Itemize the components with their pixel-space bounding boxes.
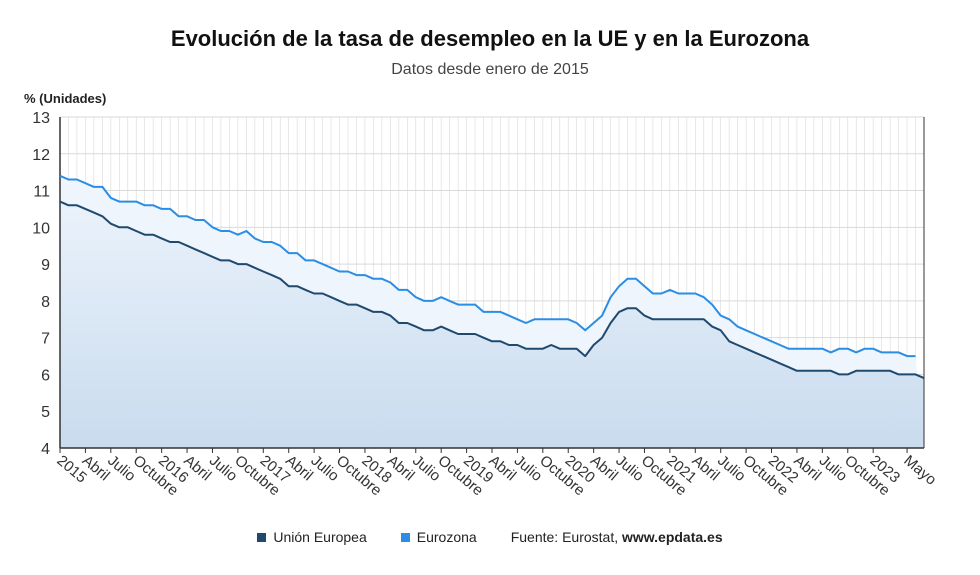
chart-title: Evolución de la tasa de desempleo en la … <box>170 26 810 51</box>
y-axis-label: % (Unidades) <box>24 91 107 106</box>
x-tick-label: Julio <box>612 452 647 485</box>
legend-label-eurozone: Eurozona <box>416 529 477 545</box>
x-tick-label: Julio <box>714 452 749 485</box>
legend-item-eurozone: Eurozona <box>400 529 477 545</box>
y-tick-label: 13 <box>32 110 50 127</box>
x-tick-label: Julio <box>816 452 851 485</box>
legend-label-eu: Unión Europea <box>273 529 367 545</box>
eu-area <box>60 201 924 448</box>
x-tick-label: Julio <box>409 452 444 485</box>
y-tick-label: 6 <box>41 367 50 384</box>
y-tick-label: 12 <box>32 147 50 164</box>
y-tick-label: 9 <box>41 257 50 274</box>
series-line-eurozone <box>59 174 916 358</box>
y-tick-label: 5 <box>41 404 50 421</box>
x-tick-label: Julio <box>308 452 343 485</box>
x-tick-label: Julio <box>104 452 139 485</box>
y-tick-label: 11 <box>33 184 50 201</box>
eu-swatch-icon <box>257 532 267 542</box>
y-tick-label: 7 <box>41 331 50 348</box>
y-tick-label: 8 <box>41 294 50 311</box>
y-tick-label: 10 <box>32 220 50 237</box>
source-note: Fuente: Eurostat, www.epdata.es <box>511 529 723 545</box>
source-site: www.epdata.es <box>622 529 723 545</box>
y-tick-label: 4 <box>41 441 50 458</box>
legend-item-eu: Unión Europea <box>257 529 367 545</box>
series-line-eu <box>59 200 925 380</box>
eurozone-swatch-icon <box>400 532 410 542</box>
legend: Unión Europea Eurozona Fuente: Eurostat,… <box>0 529 980 545</box>
x-tick-label: Julio <box>206 452 241 485</box>
source-prefix: Fuente: Eurostat, <box>510 529 622 545</box>
x-tick-label: Julio <box>511 452 546 485</box>
x-tick-label: Mayo <box>900 452 939 489</box>
chart-subtitle: Datos desde enero de 2015 <box>391 61 589 78</box>
